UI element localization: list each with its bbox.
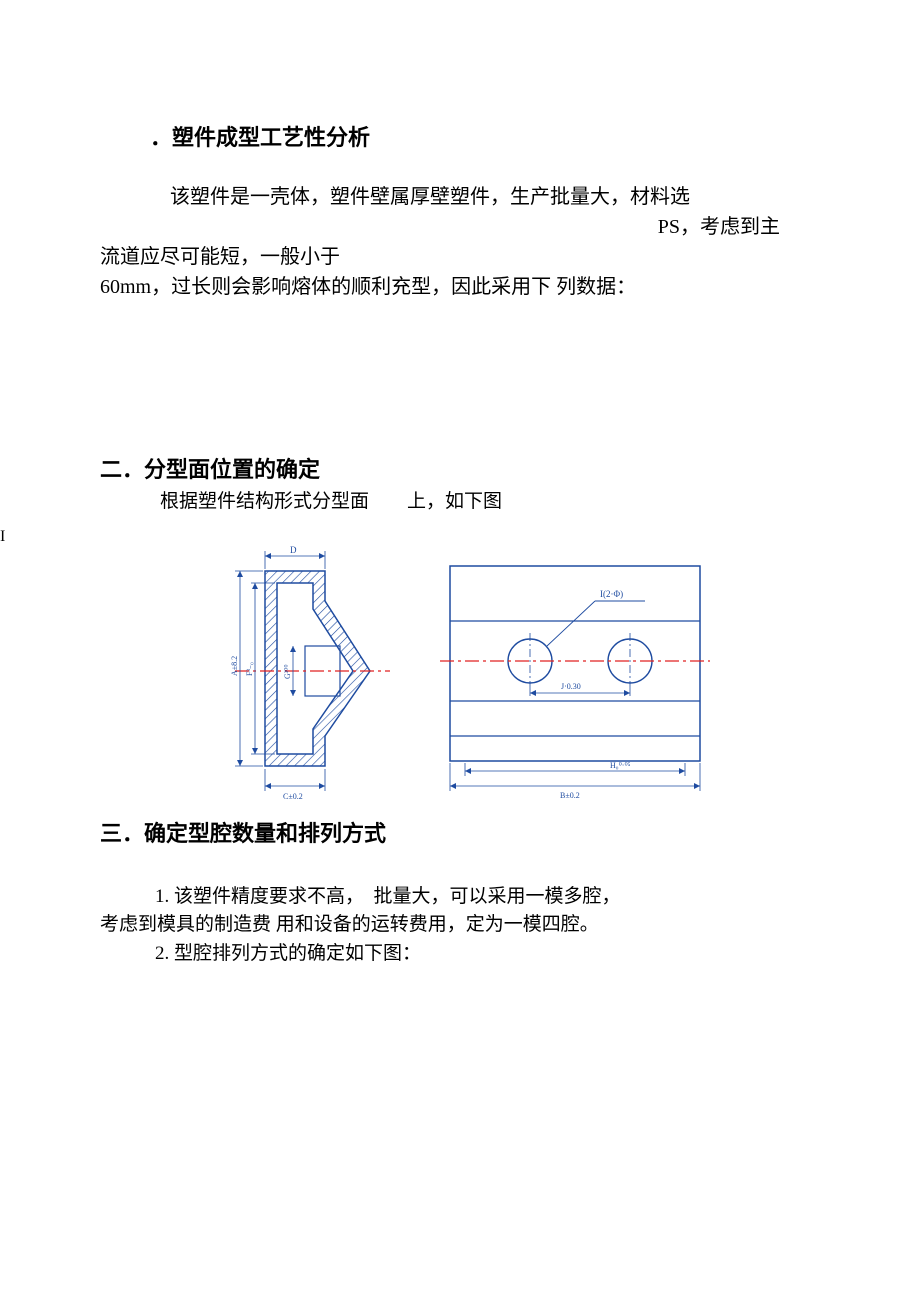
dim-label-B: B±0.2 xyxy=(560,791,580,800)
dim-label-C: C±0.2 xyxy=(283,792,303,801)
section-2-subtext: 根据塑件结构形式分型面 上，如下图 xyxy=(100,489,820,516)
section-3-item-2: 2. 型腔排列方式的确定如下图： xyxy=(100,940,820,969)
left-margin-marker: I xyxy=(0,528,5,546)
dim-label-G: G³⁰⁰ xyxy=(283,664,292,679)
section-1-para-1b: PS，考虑到主 xyxy=(100,212,820,242)
section-1-para-3: 60mm，过长则会影响熔体的顺利充型，因此采用下 列数据： xyxy=(100,272,820,302)
dim-label-J: J·0.30 xyxy=(561,682,581,691)
section-3-item-1-cont: 考虑到模具的制造费 用和设备的运转费用，定为一模四腔。 xyxy=(100,911,820,940)
section-3-heading: 三．确定型腔数量和排列方式 xyxy=(100,816,820,848)
dim-label-D: D xyxy=(290,545,297,555)
section-3-item-1: 1. 该塑件精度要求不高， 批量大，可以采用一模多腔， xyxy=(100,883,820,912)
section-1-heading: ．塑件成型工艺性分析 xyxy=(100,120,820,152)
dim-label-H: H₀⁰·⁰⁵ xyxy=(610,761,631,770)
section-1-para-2: 流道应尽可能短，一般小于 xyxy=(100,242,820,272)
vertical-spacer xyxy=(100,302,820,442)
cross-section-diagram: D A±8.2 F³₋₀ G³⁰⁰ C±0.2 xyxy=(205,541,405,806)
section-1-para-1: 该塑件是一壳体，塑件壁属厚壁塑件，生产批量大，材料选 xyxy=(100,182,820,212)
dim-label-I: I(2·Φ) xyxy=(600,589,623,599)
figure-container: D A±8.2 F³₋₀ G³⁰⁰ C±0.2 xyxy=(100,541,820,806)
dim-label-F: F³₋₀ xyxy=(245,662,254,676)
spacer xyxy=(100,853,820,883)
section-2-heading: 二．分型面位置的确定 xyxy=(100,452,820,484)
dim-label-A: A±8.2 xyxy=(230,655,239,675)
front-view-diagram: I(2·Φ) J·0.30 H₀⁰·⁰⁵ B±0.2 xyxy=(435,541,715,806)
